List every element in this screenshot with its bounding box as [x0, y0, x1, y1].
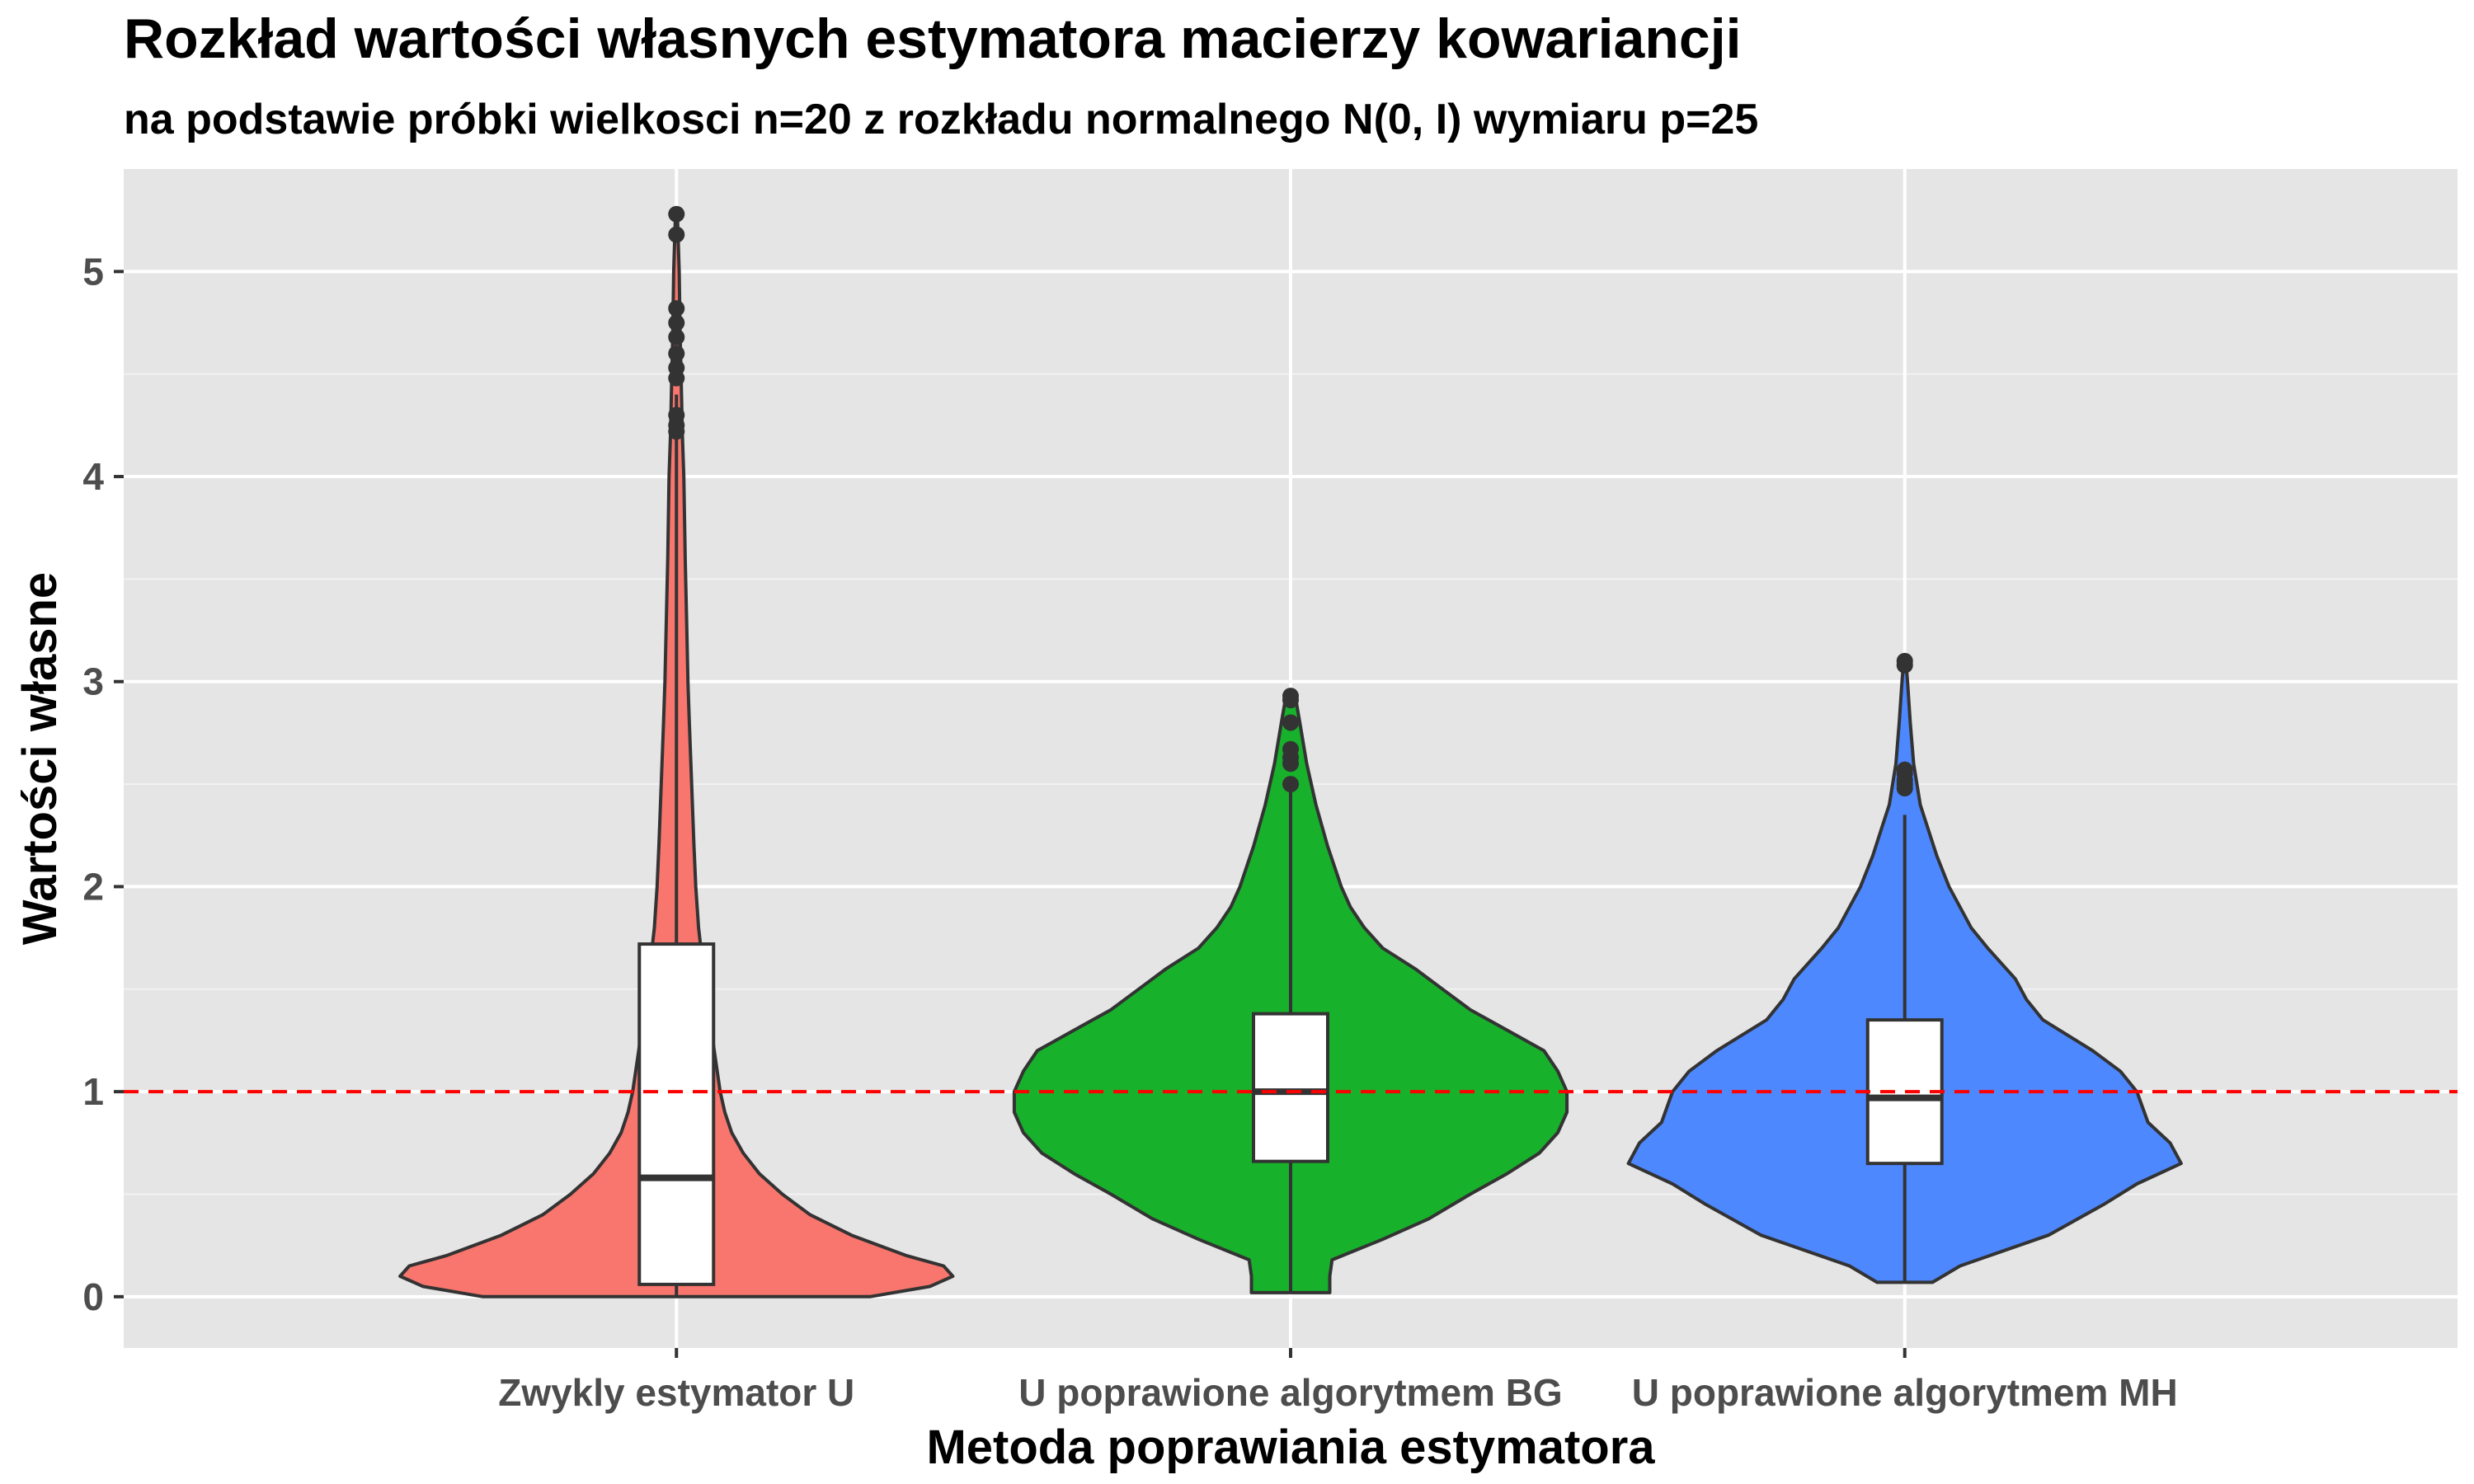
box — [1865, 1018, 1944, 1166]
outlier-point — [1282, 692, 1299, 709]
outlier-point — [668, 314, 685, 331]
axis-layer: 0 1 2 3 4 5 Zwykly estymator U U poprawione alg… — [82, 250, 2177, 1414]
y-tick-label: 2 — [82, 865, 104, 908]
outlier-point — [1896, 780, 1913, 797]
y-tick-label: 0 — [82, 1275, 104, 1318]
y-axis-title: Wartości własne — [13, 572, 67, 945]
x-tick-label: U poprawione algorytmem BG — [1018, 1371, 1562, 1414]
outlier-point — [1282, 714, 1299, 731]
y-tick-label: 5 — [82, 250, 104, 293]
outlier-point — [1282, 776, 1299, 793]
outlier-point — [668, 369, 685, 387]
box — [637, 942, 716, 1286]
outlier-point — [668, 205, 685, 223]
y-tick-label: 3 — [82, 660, 104, 703]
chart-title: Rozkład wartości własnych estymatora mac… — [124, 7, 1742, 70]
outlier-point — [668, 345, 685, 362]
violin-layer — [398, 205, 2183, 1298]
outlier-point — [668, 328, 685, 345]
outlier-point — [668, 300, 685, 317]
box — [1252, 1012, 1329, 1163]
outlier-point — [668, 226, 685, 243]
x-axis-title: Metoda poprawiania estymatora — [926, 1421, 1655, 1474]
outlier-point — [668, 423, 685, 440]
y-tick-label: 4 — [82, 455, 104, 498]
outlier-point — [1282, 755, 1299, 773]
outlier-point — [1896, 656, 1913, 674]
y-tick-label: 1 — [82, 1070, 104, 1113]
x-tick-label: Zwykly estymator U — [498, 1371, 854, 1414]
chart-subtitle: na podstawie próbki wielkosci n=20 z roz… — [124, 96, 1759, 143]
x-tick-label: U poprawione algorytmem MH — [1632, 1371, 2178, 1414]
